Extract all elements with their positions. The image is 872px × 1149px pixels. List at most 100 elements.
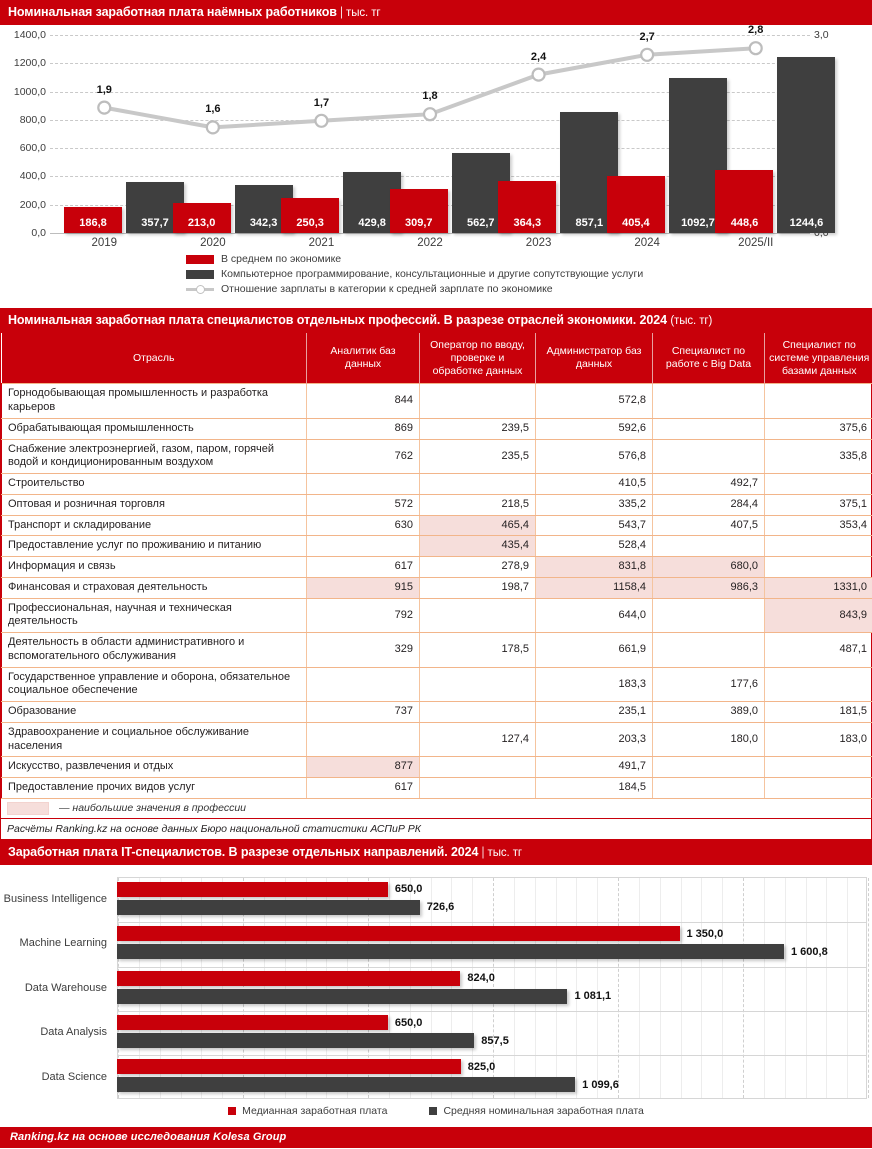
chart1-baseline [50,233,810,234]
bar-median-salary [117,970,461,986]
bar-value-label: 857,1 [575,217,604,229]
value-cell: 576,8 [535,438,653,475]
value-cell: 435,4 [419,535,536,558]
bar-average-economy: 213,0 [172,202,231,233]
table-row: Горнодобывающая промышленность и разрабо… [1,383,872,419]
chart3-value-label: 1 350,0 [686,927,724,940]
value-cell [652,756,765,779]
gridline [50,91,810,93]
value-cell [652,597,765,634]
vertical-gridline [472,877,474,1098]
value-cell: 198,7 [419,576,536,599]
x-axis-tick: 2019 [91,237,118,249]
industry-cell: Строительство [1,473,307,495]
value-cell: 335,2 [535,493,653,516]
value-cell: 915 [306,576,420,599]
page-footer: Ranking.kz на основе исследования Kolesa… [0,1126,872,1148]
chart1-legend-item-1: Компьютерное программирование, консульта… [0,268,872,280]
value-cell: 329 [306,632,420,668]
value-cell: 1158,4 [535,576,653,599]
vertical-gridline [847,877,849,1098]
vertical-gridline [243,877,244,1098]
value-cell: 843,9 [764,597,872,634]
it-salary-chart: Business Intelligence 650,0 726,6 Machine L… [0,864,872,1127]
table-row: Профессиональная, научная и техническая … [1,597,872,634]
value-cell [764,383,872,419]
vertical-gridline [388,877,390,1098]
ratio-value-label: 2,7 [639,30,655,43]
table-col-header-0: Отрасль [1,333,307,384]
gridline [50,176,810,178]
bar-value-label: 1092,7 [681,217,715,229]
y-axis-left-tick: 0,0 [31,227,46,239]
chart3-category-label: Data Analysis [40,1026,107,1039]
ratio-value-label: 2,8 [748,24,764,37]
value-cell [652,632,765,668]
value-cell [419,473,536,495]
value-cell: 203,3 [535,721,653,758]
value-cell: 592,6 [535,417,653,440]
table-row: Предоставление прочих видов услуг 617 184,… [1,777,872,799]
y-axis-left-tick: 1400,0 [13,29,46,41]
value-cell [764,473,872,495]
value-cell: 831,8 [535,556,653,578]
industry-cell: Искусство, развлечения и отдых [1,756,307,779]
industry-cell: Финансовая и страховая деятельность [1,576,307,599]
value-cell: 877 [306,756,420,779]
value-cell: 844 [306,383,420,419]
vertical-gridline [368,877,369,1098]
vertical-gridline [701,877,703,1098]
chart3-legend-item-1: Средняя номинальная заработная плата [429,1104,644,1117]
table-body: Горнодобывающая промышленность и разрабо… [1,383,872,799]
gridline [50,63,810,65]
vertical-gridline [805,877,807,1098]
value-cell: 572,8 [535,383,653,419]
ratio-value-label: 1,9 [96,83,112,96]
chart3-value-label: 1 081,1 [574,990,612,1003]
value-cell: 487,1 [764,632,872,668]
chart3-category-label: Business Intelligence [3,893,107,906]
table-col-header-4: Специалист по работе с Big Data [652,333,765,384]
value-cell: 235,5 [419,438,536,475]
vertical-gridline [868,877,869,1098]
vertical-gridline [118,877,119,1098]
legend-swatch-red-icon [186,254,214,264]
chart3-value-label: 825,0 [467,1060,496,1073]
vertical-gridline [659,877,661,1098]
value-cell: 177,6 [652,666,765,703]
vertical-gridline [159,877,161,1098]
x-axis-tick: 2025/II [738,237,774,249]
x-axis-tick: 2022 [417,237,443,249]
chart3-value-label: 650,0 [394,883,423,896]
value-cell: 184,5 [535,777,653,799]
x-axis-tick: 2023 [525,237,552,249]
value-cell [419,597,536,634]
ratio-point [748,41,763,56]
bar-value-label: 405,4 [622,217,650,229]
table-col-header-5: Специалист по системе управления базами … [764,333,872,384]
bar-average-economy: 309,7 [389,189,448,233]
value-cell: 335,8 [764,438,872,475]
chart1-legend-label-1: Компьютерное программирование, консульта… [221,268,644,280]
chart3-value-label: 857,5 [481,1034,509,1047]
value-cell [764,777,872,799]
industry-cell: Снабжение электроэнергией, газом, паром,… [1,438,307,475]
row-separator [118,1055,866,1057]
section2-banner: Номинальная заработная плата специалисто… [0,308,872,333]
value-cell: 278,9 [419,556,536,578]
value-cell: 127,4 [419,721,536,758]
section1-title: Номинальная заработная плата наёмных раб… [8,5,337,19]
chart3-row: Data Science 825,0 1 099,6 [42,1054,867,1098]
value-cell: 178,5 [419,632,536,668]
professions-table: Отрасль Аналитик баз данных Оператор по вв… [1,333,872,799]
chart1-group: 309,7 562,7 [376,35,510,233]
bar-median-salary [117,881,388,897]
table-row: Оптовая и розничная торговля 572 218,5 335,… [1,493,872,516]
table-highlight-note: — наибольшие значения в профессии [0,798,872,819]
chart3-legend-label-1: Средняя номинальная заработная плата [443,1104,644,1117]
vertical-gridline [722,877,724,1098]
bar-average-salary [117,1077,576,1093]
chart3-rows: Business Intelligence 650,0 726,6 Machine L… [4,877,867,1099]
industry-cell: Обрабатывающая промышленность [1,417,307,440]
value-cell: 407,5 [652,514,765,537]
